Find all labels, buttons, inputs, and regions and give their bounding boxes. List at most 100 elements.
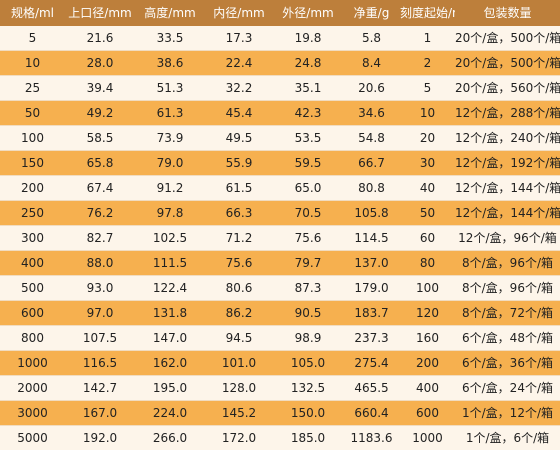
cell-net-weight: 660.4: [343, 399, 400, 425]
cell-net-weight: 5.8: [361, 31, 382, 46]
cell-packing: 20个/盒，560个/箱: [455, 75, 560, 101]
cell-net-weight: 237.3: [343, 324, 400, 351]
table-row: 800 107.5 147.0 94.5 98.9 237.3 160 6个/盒，48个/箱: [0, 324, 560, 351]
cell-height: 195.0: [135, 374, 205, 401]
header-top-diameter: 上口径/mm: [68, 6, 132, 20]
table-row: 300 82.7 102.5 71.2 75.6 114.5 60 12个/盒，96个/箱: [0, 225, 560, 251]
cell-scale-start: 5: [400, 75, 455, 101]
cell-height: 131.8: [135, 299, 205, 326]
cell-inner-diameter: 49.5: [205, 125, 273, 151]
cell-height: 224.0: [135, 399, 205, 425]
cell-top-diameter: 167.0: [65, 399, 135, 425]
cell-capacity: 100: [0, 125, 65, 151]
table-row: 600 97.0 131.8 86.2 90.5 183.7 120 8个/盒，72个/箱: [0, 299, 560, 326]
cell-packing: 1个/盒，12个/箱: [455, 399, 560, 425]
cell-net-weight: 66.7: [343, 150, 400, 176]
cell-inner-diameter: 71.2: [205, 225, 273, 251]
table-row: 100 58.5 73.9 49.5 53.5 54.8 20 12个/盒，240个/箱: [0, 125, 560, 151]
cell-height: 51.3: [135, 75, 205, 101]
cell-packing: 8个/盒，96个/箱: [455, 249, 560, 276]
cell-scale-start: 10: [400, 100, 455, 126]
cell-packing: 12个/盒，96个/箱: [455, 225, 560, 251]
cell-capacity: 25: [0, 75, 65, 101]
cell-top-diameter: 65.8: [65, 150, 135, 176]
cell-top-diameter: 49.2: [65, 100, 135, 126]
cell-net-weight: 20.6: [343, 75, 400, 101]
cell-height: 73.9: [135, 125, 205, 151]
cell-top-diameter: 116.5: [65, 349, 135, 376]
cell-inner-diameter: 66.3: [205, 200, 273, 226]
cell-scale-start: 160: [400, 324, 455, 351]
cell-net-weight: 8.4: [343, 50, 400, 76]
header-capacity: 规格/ml: [10, 6, 55, 20]
cell-scale-start: 600: [400, 399, 455, 425]
cell-inner-diameter: 128.0: [205, 374, 273, 401]
header-scale-start: 刻度起始/ml: [400, 6, 455, 20]
cell-packing: 12个/盒，240个/箱: [455, 125, 560, 151]
cell-inner-diameter: 145.2: [205, 399, 273, 425]
cell-packing: 8个/盒，72个/箱: [455, 299, 560, 326]
cell-outer-diameter: 90.5: [273, 299, 343, 326]
cell-capacity: 600: [0, 299, 65, 326]
cell-outer-diameter: 98.9: [273, 324, 343, 351]
cell-top-diameter: 88.0: [65, 249, 135, 276]
cell-scale-start: 2: [400, 50, 455, 76]
cell-inner-diameter: 45.4: [205, 100, 273, 126]
cell-outer-diameter: 59.5: [273, 150, 343, 176]
cell-net-weight: 114.5: [343, 225, 400, 251]
cell-top-diameter: 97.0: [65, 299, 135, 326]
table-row: 10 28.0 38.6 22.4 24.8 8.4 2 20个/盒，500个/箱: [0, 50, 560, 76]
cell-capacity: 200: [0, 175, 65, 201]
cell-outer-diameter: 185.0: [273, 424, 343, 450]
cell-capacity: 2000: [0, 374, 65, 401]
cell-capacity: 10: [0, 50, 65, 76]
cell-scale-start: 20: [400, 125, 455, 151]
cell-net-weight: 54.8: [343, 125, 400, 151]
header-inner-diameter: 内径/mm: [213, 6, 265, 20]
cell-net-weight: 137.0: [343, 249, 400, 276]
table-row: 400 88.0 111.5 75.6 79.7 137.0 80 8个/盒，96个/箱: [0, 249, 560, 276]
cell-top-diameter: 28.0: [65, 50, 135, 76]
cell-height: 162.0: [135, 349, 205, 376]
cell-inner-diameter: 22.4: [205, 50, 273, 76]
cell-outer-diameter: 35.1: [273, 75, 343, 101]
cell-outer-diameter: 53.5: [273, 125, 343, 151]
cell-packing: 12个/盒，288个/箱: [455, 100, 560, 126]
cell-packing: 12个/盒，192个/箱: [455, 150, 560, 176]
cell-height: 111.5: [135, 249, 205, 276]
cell-top-diameter: 142.7: [65, 374, 135, 401]
cell-scale-start: 50: [400, 200, 455, 226]
cell-net-weight: 465.5: [343, 374, 400, 401]
cell-outer-diameter: 132.5: [273, 374, 343, 401]
cell-inner-diameter: 101.0: [205, 349, 273, 376]
cell-inner-diameter: 172.0: [205, 424, 273, 450]
cell-capacity: 500: [0, 274, 65, 301]
cell-top-diameter: 192.0: [65, 424, 135, 450]
table-header-row: 规格/ml 上口径/mm 高度/mm 内径/mm 外径/mm 净重/g 刻度起始…: [0, 0, 560, 26]
cell-net-weight: 183.7: [343, 299, 400, 326]
cell-top-diameter: 76.2: [65, 200, 135, 226]
table-row: 5 21.6 33.5 17.3 19.8 5.8 1 20个/盒，500个/箱: [0, 26, 560, 51]
table-row: 2000 142.7 195.0 128.0 132.5 465.5 400 6个/盒，24个…: [0, 374, 560, 401]
cell-capacity: 400: [0, 249, 65, 276]
table-row: 200 67.4 91.2 61.5 65.0 80.8 40 12个/盒，144个/箱: [0, 175, 560, 201]
header-packing: 包装数量: [483, 6, 532, 20]
table-body: 5 21.6 33.5 17.3 19.8 5.8 1 20个/盒，500个/箱 10 28.0 3…: [0, 26, 560, 450]
cell-net-weight: 179.0: [343, 274, 400, 301]
cell-top-diameter: 67.4: [65, 175, 135, 201]
cell-outer-diameter: 19.8: [294, 31, 322, 46]
cell-outer-diameter: 87.3: [273, 274, 343, 301]
cell-height: 266.0: [135, 424, 205, 450]
cell-outer-diameter: 42.3: [273, 100, 343, 126]
header-height: 高度/mm: [144, 6, 196, 20]
cell-outer-diameter: 105.0: [273, 349, 343, 376]
cell-top-diameter: 107.5: [65, 324, 135, 351]
cell-scale-start: 400: [400, 374, 455, 401]
cell-net-weight: 275.4: [343, 349, 400, 376]
cell-net-weight: 80.8: [343, 175, 400, 201]
cell-packing: 20个/盒，500个/箱: [455, 50, 560, 76]
table-row: 5000 192.0 266.0 172.0 185.0 1183.6 1000 1个/盒，6…: [0, 424, 560, 450]
cell-top-diameter: 58.5: [65, 125, 135, 151]
cell-net-weight: 105.8: [343, 200, 400, 226]
